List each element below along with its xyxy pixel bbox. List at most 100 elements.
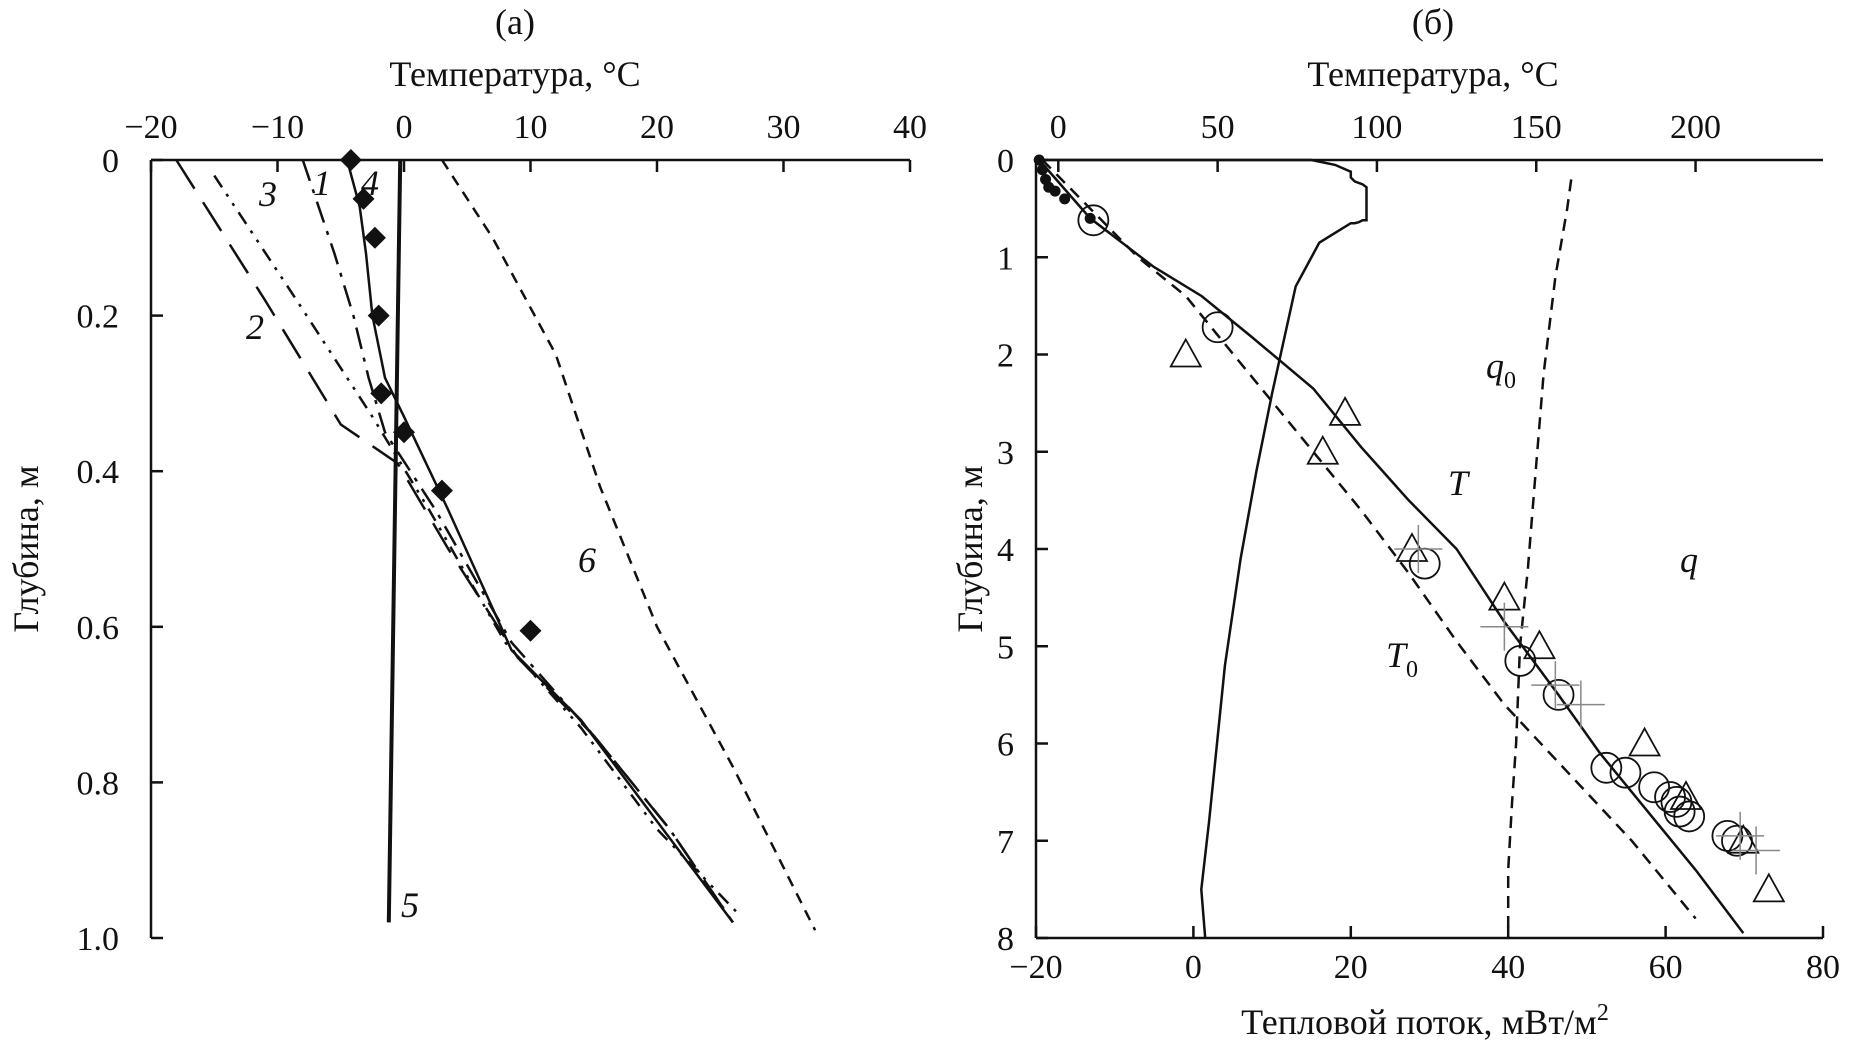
panel-b-title: (б) bbox=[1412, 2, 1454, 42]
panel-a-y-ticks: 0 0.2 0.4 0.6 0.8 1.0 bbox=[77, 143, 163, 958]
panel-a-title: (а) bbox=[495, 2, 535, 42]
series-line-q bbox=[1036, 158, 1368, 939]
diamond-marker-series-1 bbox=[339, 149, 362, 171]
triangle-marker bbox=[1669, 780, 1703, 810]
circle-marker bbox=[1590, 751, 1623, 784]
panel-a-x-tick-label: −20 bbox=[124, 109, 177, 146]
cross-marker bbox=[1394, 525, 1443, 573]
panel-b-y-tick-label: 6 bbox=[997, 727, 1014, 764]
panel-a-y-tick-label: 0.2 bbox=[77, 299, 120, 336]
dot-marker bbox=[1084, 212, 1096, 224]
triangle-marker bbox=[1169, 337, 1203, 368]
cross-marker bbox=[1556, 680, 1605, 729]
circle-marker bbox=[1408, 547, 1441, 580]
circle-marker bbox=[1201, 311, 1234, 344]
dot-marker bbox=[1036, 164, 1048, 176]
panel-b-y-tick-label: 3 bbox=[997, 435, 1014, 472]
curve-label-q: q bbox=[1680, 540, 1698, 580]
panel-b-top-tick-label: 0 bbox=[1050, 109, 1067, 146]
curve-label-q0-sub: 0 bbox=[1504, 368, 1516, 394]
panel-b-y-tick-label: 5 bbox=[997, 629, 1014, 666]
triangle-marker bbox=[1328, 395, 1362, 426]
panel-a-y-axis-label: Глубина, м bbox=[6, 465, 46, 632]
panel-a: (а) Температура, °С Глубина, м −20 −10 0 10… bbox=[6, 2, 927, 958]
curve-label-q0-main: q bbox=[1486, 346, 1504, 386]
panel-b-top-tick-label: 150 bbox=[1511, 109, 1562, 146]
cross-marker bbox=[1480, 602, 1529, 651]
panel-a-x-tick-label: 0 bbox=[396, 109, 413, 146]
panel-b-series bbox=[1033, 154, 1786, 939]
panel-b-bottom-tick-label: 20 bbox=[1334, 949, 1368, 986]
panel-a-x-tick-label: −10 bbox=[251, 109, 304, 146]
cross-marker bbox=[1531, 661, 1580, 710]
panel-b-top-tick-label: 50 bbox=[1201, 109, 1235, 146]
panel-a-y-tick-label: 0.8 bbox=[77, 765, 120, 802]
panel-a-y-tick-label: 0.6 bbox=[77, 610, 120, 647]
panel-b-bottom-tick-label: −20 bbox=[1009, 949, 1062, 986]
curve-label-6: 6 bbox=[578, 540, 596, 580]
triangle-marker bbox=[1395, 532, 1429, 562]
panel-a-top-axis-label: Температура, °С bbox=[389, 54, 640, 94]
panel-a-y-tick-label: 1.0 bbox=[77, 921, 120, 958]
panel-b-bottom-tick-label: 60 bbox=[1649, 949, 1683, 986]
curve-label-5: 5 bbox=[401, 885, 419, 925]
panel-b-bottom-tick-label: 80 bbox=[1806, 949, 1840, 986]
diamond-marker-series-1 bbox=[519, 619, 542, 642]
triangle-marker bbox=[1306, 434, 1340, 465]
diamond-marker-series-1 bbox=[363, 226, 386, 249]
circle-marker bbox=[1721, 824, 1753, 857]
curve-label-q0: q0 bbox=[1486, 346, 1516, 394]
panel-b-bottom-tick-label: 0 bbox=[1185, 949, 1202, 986]
series-line-4 bbox=[301, 159, 734, 924]
dot-marker bbox=[1059, 193, 1071, 205]
curve-label-T0: T0 bbox=[1386, 635, 1418, 683]
triangle-marker bbox=[1628, 726, 1662, 757]
triangle-marker bbox=[1522, 629, 1556, 660]
panel-b-y-axis-label: Глубина, м bbox=[950, 465, 990, 632]
panel-b-top-tick-label: 200 bbox=[1670, 109, 1721, 146]
panel-a-y-tick-label: 0 bbox=[102, 143, 119, 180]
panel-b-y-tick-label: 2 bbox=[997, 338, 1014, 375]
curve-label-3: 3 bbox=[258, 174, 277, 214]
curve-label-T0-main: T bbox=[1386, 635, 1409, 675]
circle-marker bbox=[1609, 756, 1642, 789]
panel-b-y-tick-label: 7 bbox=[997, 824, 1014, 861]
series-line-5 bbox=[386, 159, 403, 923]
panel-b-top-axis-label: Температура, °С bbox=[1307, 54, 1558, 94]
circle-marker bbox=[1638, 771, 1671, 804]
panel-a-x-tick-label: 10 bbox=[514, 109, 548, 146]
cross-marker bbox=[1732, 826, 1781, 875]
panel-a-x-tick-label: 40 bbox=[893, 109, 927, 146]
series-line-T0 bbox=[1041, 159, 1697, 920]
curve-label-1: 1 bbox=[313, 163, 331, 203]
panel-b: (б) Температура, °С Глубина, м Тепловой … bbox=[950, 2, 1840, 1042]
panel-b-y-tick-label: 4 bbox=[997, 532, 1014, 569]
panel-b-bottom-tick-label: 40 bbox=[1491, 949, 1525, 986]
panel-a-x-ticks: −20 −10 0 10 20 30 40 bbox=[124, 109, 927, 172]
series-line-2 bbox=[175, 159, 734, 924]
circle-marker bbox=[1077, 204, 1110, 237]
dot-marker bbox=[1049, 185, 1061, 197]
circle-marker bbox=[1542, 678, 1575, 711]
triangle-marker bbox=[1726, 823, 1760, 854]
circle-marker bbox=[1504, 644, 1537, 677]
diamond-marker-series-1 bbox=[370, 382, 393, 405]
panel-a-x-tick-label: 30 bbox=[767, 109, 801, 146]
panel-b-bottom-axis-sup: 2 bbox=[1597, 1000, 1609, 1026]
panel-b-top-tick-label: 100 bbox=[1351, 109, 1402, 146]
curve-label-4: 4 bbox=[361, 163, 379, 203]
triangle-marker bbox=[1752, 872, 1786, 903]
panel-b-bottom-axis-text: Тепловой поток, мВт/м bbox=[1241, 1002, 1597, 1042]
circle-marker bbox=[1663, 795, 1696, 828]
curve-label-2: 2 bbox=[246, 307, 264, 347]
panel-b-bottom-axis-label: Тепловой поток, мВт/м2 bbox=[1241, 1000, 1609, 1042]
series-line-q0 bbox=[1506, 179, 1573, 938]
curve-label-T0-sub: 0 bbox=[1406, 657, 1418, 683]
panel-b-y-tick-label: 1 bbox=[997, 240, 1014, 277]
curve-label-T: T bbox=[1448, 463, 1471, 503]
dot-marker bbox=[1033, 154, 1045, 166]
panel-b-y-tick-label: 8 bbox=[997, 921, 1014, 958]
panel-a-series bbox=[175, 149, 817, 931]
